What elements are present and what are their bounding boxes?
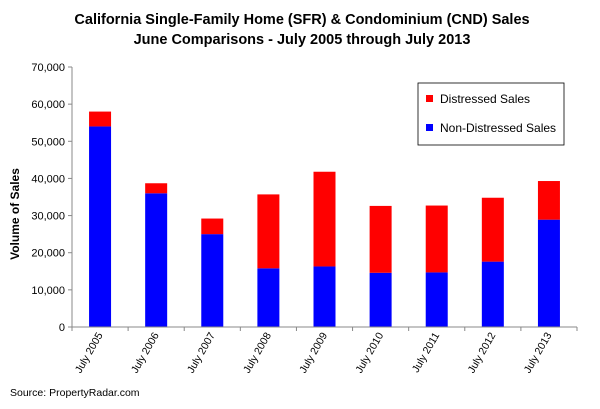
x-tick-label: July 2006 <box>129 330 162 375</box>
y-tick-label: 50,000 <box>31 136 65 148</box>
bar-distressed <box>89 111 112 127</box>
legend-label-non-distressed: Non-Distressed Sales <box>440 121 556 135</box>
chart-subtitle: June Comparisons - July 2005 through Jul… <box>134 32 471 48</box>
bar-distressed <box>425 205 448 273</box>
bar-distressed <box>145 183 168 194</box>
y-tick-label: 10,000 <box>31 285 65 297</box>
legend-box <box>417 82 565 146</box>
bar-non-distressed <box>425 272 448 327</box>
chart-title: California Single-Family Home (SFR) & Co… <box>74 12 529 28</box>
x-tick-label: July 2008 <box>241 330 274 375</box>
bar-distressed <box>257 194 280 269</box>
bar-non-distressed <box>89 126 112 327</box>
bar-non-distressed <box>201 234 224 327</box>
bar-non-distressed <box>145 193 168 327</box>
y-tick-label: 30,000 <box>31 211 65 223</box>
bars-group <box>89 111 560 327</box>
y-axis: 0 10,000 20,000 30,000 40,000 50,000 60,000 70,… <box>31 62 72 334</box>
bar-non-distressed <box>313 266 336 327</box>
legend-swatch-non-distressed <box>426 124 433 131</box>
x-tick-label: July 2013 <box>522 330 555 375</box>
bar-distressed <box>481 197 504 262</box>
bar-distressed <box>537 181 560 220</box>
x-axis: July 2005 July 2006 July 2007 July 2008 July… <box>71 327 578 375</box>
y-tick-label: 70,000 <box>31 62 65 74</box>
x-tick-label: July 2010 <box>353 330 386 375</box>
source-note: Source: PropertyRadar.com <box>10 387 140 399</box>
y-tick-label: 60,000 <box>31 99 65 111</box>
x-tick-label: July 2005 <box>73 330 106 375</box>
bar-non-distressed <box>537 219 560 327</box>
y-tick-label: 40,000 <box>31 173 65 185</box>
bar-distressed <box>369 205 392 273</box>
x-tick-label: July 2011 <box>410 330 443 374</box>
bar-distressed <box>313 171 336 267</box>
x-tick-label: July 2007 <box>185 330 218 375</box>
bar-non-distressed <box>369 272 392 327</box>
legend-swatch-distressed <box>426 95 433 102</box>
bar-non-distressed <box>257 268 280 327</box>
legend-label-distressed: Distressed Sales <box>440 92 530 106</box>
y-axis-label: Volume of Sales <box>8 168 22 260</box>
legend: Distressed Sales Non-Distressed Sales <box>417 82 565 146</box>
x-tick-label: July 2009 <box>297 330 330 375</box>
y-tick-label: 0 <box>59 322 65 334</box>
bar-non-distressed <box>481 261 504 327</box>
x-tick-label: July 2012 <box>466 330 499 375</box>
y-tick-label: 20,000 <box>31 248 65 260</box>
bar-distressed <box>201 218 224 235</box>
